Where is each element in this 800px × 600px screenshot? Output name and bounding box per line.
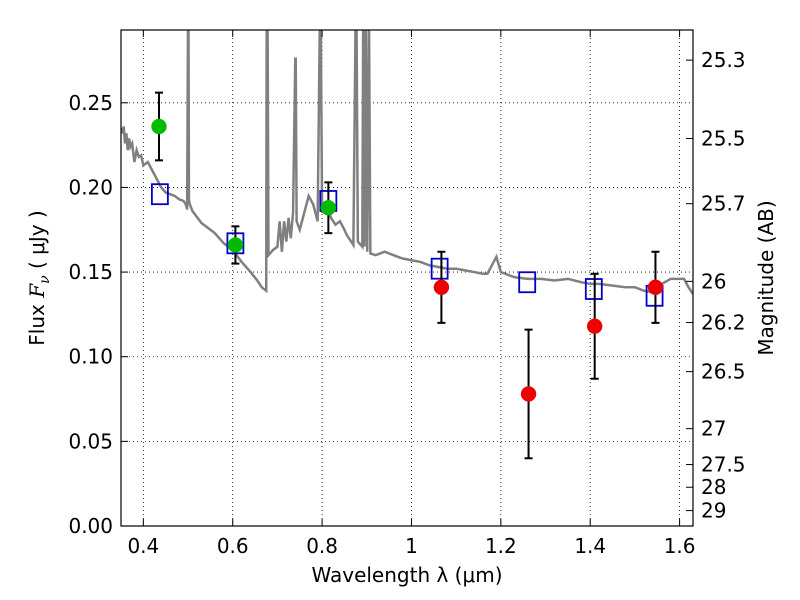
x-tick-label: 1 [405, 534, 418, 558]
x-tick-label: 1.2 [485, 534, 517, 558]
data-layer [121, 30, 693, 295]
template-spectrum-line [121, 30, 693, 295]
model-flux-square [518, 271, 537, 294]
x-tick-label: 0.8 [306, 534, 338, 558]
plot-area [121, 30, 693, 526]
model-flux-square [150, 183, 169, 206]
y-tick-label: 0.20 [68, 175, 113, 199]
y2-tick-label: 26.2 [701, 311, 746, 335]
y-tick-label: 0.15 [68, 260, 113, 284]
y-axis-title-subscript: ν [37, 275, 53, 284]
y-axis-title: Flux Fν ( μJy ) [25, 210, 53, 345]
y-axis-title-prefix: Flux [25, 298, 49, 346]
y2-tick-label: 25.7 [701, 192, 746, 216]
photometry-point [433, 279, 450, 296]
y2-axis-title: Magnitude (AB) [754, 200, 778, 355]
y-tick-label: 0.25 [68, 91, 113, 115]
x-tick-label: 0.6 [217, 534, 249, 558]
plot-frame [120, 29, 694, 527]
y-tick-label: 0.10 [68, 345, 113, 369]
y2-tick-label: 25.3 [701, 48, 746, 72]
photometry-point [227, 237, 244, 253]
photometry-point [320, 199, 337, 216]
photometry-point [520, 386, 537, 402]
tick-labels: 0.4 0.6 0.8 1 1.2 1.4 1.6 0.00 0.05 0.10 0.15 0.20 0… [68, 48, 745, 558]
photometry-point [647, 279, 664, 296]
tick-marks [121, 30, 693, 527]
y2-tick-label: 25.5 [701, 127, 746, 151]
photometry-point [151, 118, 167, 135]
y2-tick-label: 27 [701, 417, 726, 441]
model-flux-square [430, 257, 449, 280]
y2-tick-label: 27.5 [701, 453, 746, 477]
y2-tick-label: 26.5 [701, 360, 746, 384]
photometry-point [586, 318, 603, 334]
y-axis-title-symbol: F [25, 283, 49, 299]
y-tick-label: 0.00 [68, 514, 113, 538]
y2-tick-label: 28 [701, 475, 726, 499]
y-tick-label: 0.05 [68, 429, 113, 453]
x-tick-label: 0.4 [127, 534, 159, 558]
y-axis-title-suffix: ( μJy ) [25, 210, 49, 275]
y2-tick-label: 26 [701, 269, 726, 293]
x-tick-label: 1.4 [574, 534, 606, 558]
y2-tick-label: 29 [701, 499, 726, 523]
marker-layer [150, 91, 664, 460]
x-axis-title: Wavelength λ (μm) [311, 563, 502, 587]
x-tick-label: 1.6 [664, 534, 696, 558]
